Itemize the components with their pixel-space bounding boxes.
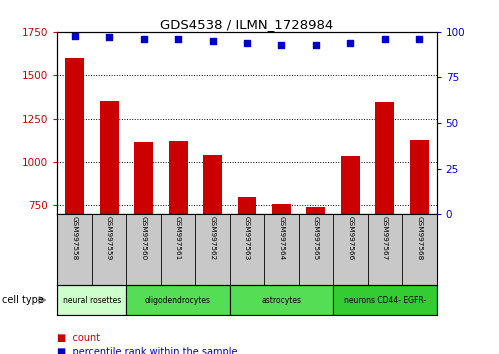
Text: GSM997567: GSM997567 — [382, 216, 388, 261]
Point — [415, 36, 423, 42]
Text: GSM997561: GSM997561 — [175, 216, 181, 261]
Text: cell type: cell type — [2, 295, 44, 305]
Text: GSM997563: GSM997563 — [244, 216, 250, 261]
Bar — [272, 204, 291, 214]
Point — [71, 33, 79, 38]
Point — [243, 40, 251, 46]
Point — [209, 38, 217, 44]
Text: GSM997562: GSM997562 — [210, 216, 216, 261]
Title: GDS4538 / ILMN_1728984: GDS4538 / ILMN_1728984 — [160, 18, 334, 31]
Bar — [203, 155, 222, 214]
Bar — [230, 285, 333, 315]
Point — [346, 40, 354, 46]
Text: GSM997565: GSM997565 — [313, 216, 319, 261]
Bar — [375, 102, 394, 214]
Point — [277, 42, 285, 47]
Point — [105, 34, 113, 40]
Text: GSM997566: GSM997566 — [347, 216, 353, 261]
Point — [312, 42, 320, 47]
Bar — [341, 156, 360, 214]
Text: GSM997559: GSM997559 — [106, 216, 112, 261]
Text: ■  percentile rank within the sample: ■ percentile rank within the sample — [57, 347, 238, 354]
Bar — [333, 285, 437, 315]
Point — [174, 36, 182, 42]
Bar — [100, 101, 119, 214]
Text: ■  count: ■ count — [57, 333, 100, 343]
Text: oligodendrocytes: oligodendrocytes — [145, 296, 211, 304]
Text: neurons CD44- EGFR-: neurons CD44- EGFR- — [344, 296, 426, 304]
Text: neural rosettes: neural rosettes — [63, 296, 121, 304]
Bar — [126, 285, 230, 315]
Bar — [134, 142, 153, 214]
Text: astrocytes: astrocytes — [261, 296, 301, 304]
Bar — [410, 139, 429, 214]
Text: GSM997558: GSM997558 — [72, 216, 78, 261]
Point — [140, 36, 148, 42]
Bar — [238, 197, 256, 214]
Bar — [169, 141, 188, 214]
Bar — [65, 58, 84, 214]
Point — [381, 36, 389, 42]
Text: GSM997564: GSM997564 — [278, 216, 284, 261]
Text: GSM997568: GSM997568 — [416, 216, 422, 261]
Bar — [57, 285, 126, 315]
Text: GSM997560: GSM997560 — [141, 216, 147, 261]
Bar — [306, 207, 325, 214]
